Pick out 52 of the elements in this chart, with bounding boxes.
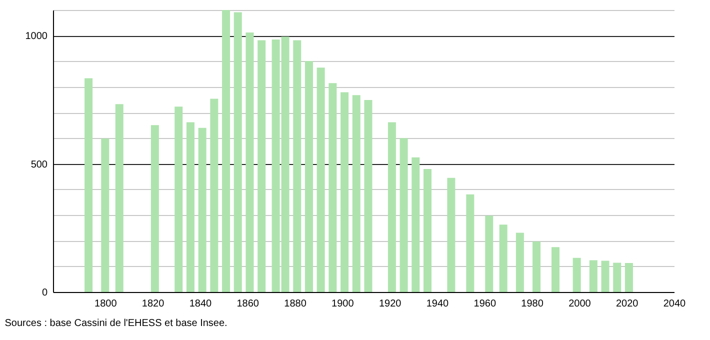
bar — [340, 92, 349, 292]
bar — [222, 10, 230, 292]
x-tick-label: 2000 — [568, 298, 592, 310]
bar — [485, 216, 494, 292]
bar — [412, 157, 420, 292]
x-tick-label: 1980 — [521, 298, 544, 310]
bar — [423, 168, 432, 292]
x-tick-label: 1920 — [378, 298, 402, 310]
bar — [400, 138, 408, 292]
bar — [293, 40, 302, 292]
bar — [84, 78, 93, 292]
x-tick-label: 1800 — [94, 298, 118, 310]
bar — [150, 125, 159, 292]
y-tick-label: 0 — [42, 288, 48, 298]
bar — [589, 260, 598, 292]
bar — [328, 83, 337, 292]
x-tick-label: 1860 — [236, 298, 260, 310]
x-tick-label: 1840 — [189, 298, 212, 310]
y-tick-label: 1000 — [25, 31, 48, 42]
bar — [352, 95, 360, 292]
bar — [174, 106, 183, 292]
x-tick-label: 1820 — [142, 298, 165, 310]
bar — [601, 260, 610, 292]
x-tick-label: 1940 — [426, 298, 450, 310]
bar — [613, 262, 622, 292]
x-tick-label: 1880 — [284, 298, 307, 310]
bar — [364, 100, 372, 292]
bar — [234, 12, 242, 292]
bar — [316, 68, 325, 292]
bar — [258, 40, 266, 292]
bar — [246, 32, 254, 292]
bar — [198, 128, 206, 292]
x-tick-label: 2040 — [663, 298, 686, 310]
x-tick-label: 2020 — [616, 298, 639, 310]
x-tick-label: 1960 — [474, 298, 496, 310]
bar — [101, 138, 110, 292]
x-tick-label: 1900 — [332, 298, 354, 310]
bar — [624, 263, 633, 292]
bar — [551, 247, 560, 292]
bar — [499, 224, 508, 292]
bar — [210, 98, 218, 292]
bar — [447, 178, 456, 292]
bar — [186, 122, 194, 292]
y-tick-label: 500 — [30, 159, 48, 170]
bar — [516, 232, 524, 292]
bar — [532, 241, 541, 292]
source-note: Sources : base Cassini de l'EHESS et base Insee. — [4, 318, 228, 329]
bar — [304, 61, 313, 292]
bar — [115, 104, 124, 292]
bar — [572, 258, 581, 292]
bar — [388, 122, 396, 292]
bar — [466, 194, 474, 292]
